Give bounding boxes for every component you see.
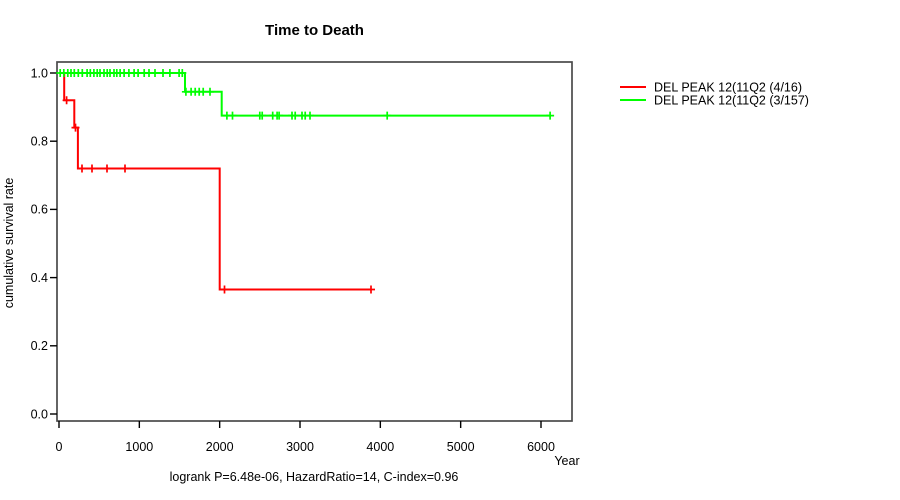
censor-marks-2: [56, 69, 555, 120]
y-tick-label: 1.0: [31, 66, 48, 80]
y-tick-label: 0.4: [31, 271, 48, 285]
x-tick-label: 2000: [206, 440, 234, 454]
x-tick-label: 4000: [366, 440, 394, 454]
legend: DEL PEAK 12(11Q2 (4/16)DEL PEAK 12(11Q2 …: [620, 80, 809, 107]
x-axis-ticks: 0 1000 2000 3000 4000 5000 6000: [56, 421, 555, 454]
survival-curve-2: [59, 72, 551, 117]
y-axis-label: cumulative survival rate: [2, 178, 16, 309]
y-tick-label: 0.2: [31, 339, 48, 353]
plot-box: [56, 61, 573, 422]
survival-curve-1: [59, 72, 371, 291]
series-curves: [56, 69, 555, 294]
x-tick-label: 1000: [125, 440, 153, 454]
x-tick-label: 5000: [447, 440, 475, 454]
chart-title: Time to Death: [265, 22, 364, 39]
y-axis-ticks: 0.0 0.2 0.4 0.6 0.8 1.0: [31, 66, 57, 421]
x-axis-label: Year: [554, 454, 579, 468]
y-tick-label: 0.8: [31, 135, 48, 149]
footer-stats: logrank P=6.48e-06, HazardRatio=14, C-in…: [170, 470, 459, 484]
x-tick-label: 6000: [527, 440, 555, 454]
legend-label-2: DEL PEAK 12(11Q2 (3/157): [654, 93, 809, 107]
legend-label-1: DEL PEAK 12(11Q2 (4/16): [654, 80, 802, 94]
y-tick-label: 0.0: [31, 407, 48, 421]
y-tick-label: 0.6: [31, 203, 48, 217]
x-tick-label: 0: [56, 440, 63, 454]
x-tick-label: 3000: [286, 440, 314, 454]
censor-marks-1: [62, 96, 375, 294]
